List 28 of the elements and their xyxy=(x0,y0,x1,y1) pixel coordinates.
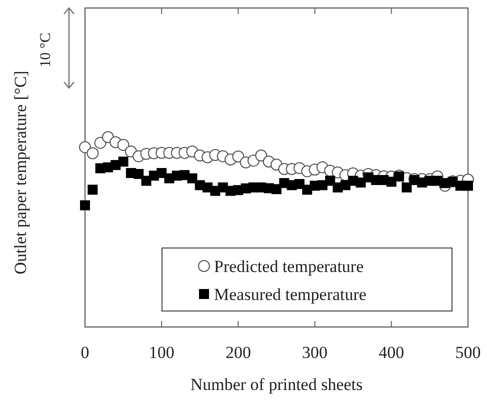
point xyxy=(88,184,98,195)
point xyxy=(156,168,167,178)
point xyxy=(255,150,268,162)
point xyxy=(80,200,90,210)
x-tick-label: 100 xyxy=(148,343,174,362)
point xyxy=(134,168,144,179)
point xyxy=(141,176,152,186)
point xyxy=(187,173,198,184)
x-axis-title: Number of printed sheets xyxy=(190,375,363,394)
point xyxy=(294,179,304,190)
point xyxy=(118,156,128,167)
x-tick-label: 0 xyxy=(80,343,90,362)
legend-label: Predicted temperature xyxy=(214,257,364,276)
x-tick-label: 500 xyxy=(455,343,481,362)
point xyxy=(86,147,99,160)
x-tick-label: 300 xyxy=(302,343,328,362)
point xyxy=(325,176,336,186)
y-axis-title: Outlet paper temperature [°C] xyxy=(11,70,30,274)
point xyxy=(463,180,473,191)
point xyxy=(79,141,91,154)
x-tick-label: 200 xyxy=(225,343,251,362)
text: 10 °C xyxy=(38,32,54,68)
legend-label: Measured temperature xyxy=(214,285,366,304)
point xyxy=(402,182,412,192)
x-tick-label: 400 xyxy=(378,343,404,362)
point xyxy=(117,138,130,151)
point xyxy=(232,150,244,162)
point xyxy=(272,184,282,194)
